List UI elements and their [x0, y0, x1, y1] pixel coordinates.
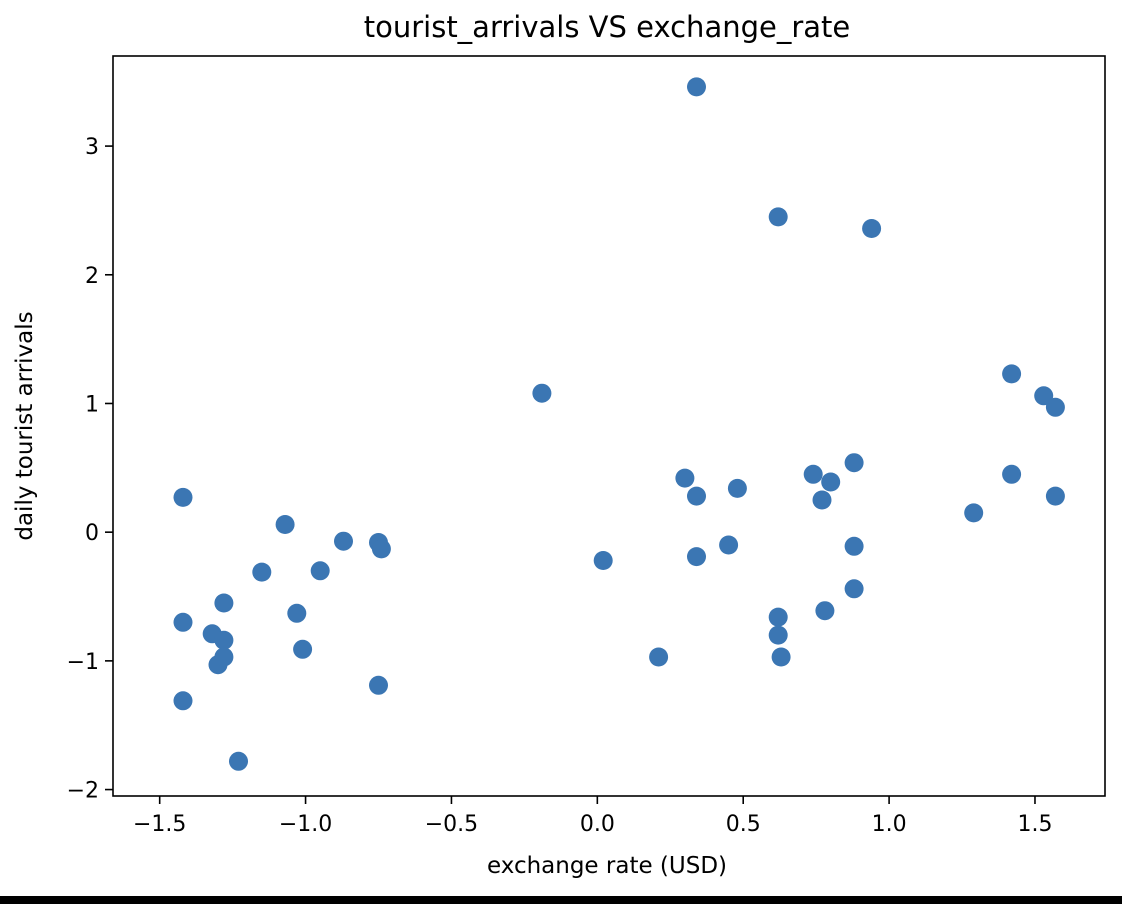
- x-tick-label: −1.5: [133, 812, 186, 837]
- data-point: [214, 593, 234, 613]
- data-point: [369, 675, 388, 695]
- x-tick-label: 0.0: [580, 812, 615, 837]
- y-tick-label: −1: [67, 650, 99, 675]
- data-point: [768, 607, 788, 627]
- data-point: [1045, 397, 1065, 417]
- x-tick-label: 1.5: [1017, 812, 1052, 837]
- data-point: [173, 612, 193, 632]
- y-tick-label: 2: [85, 264, 99, 289]
- y-axis-label: daily tourist arrivals: [12, 311, 38, 540]
- x-axis-label: exchange rate (USD): [487, 853, 727, 879]
- data-point: [844, 453, 864, 473]
- y-tick-label: −2: [67, 779, 99, 804]
- data-point: [768, 207, 788, 227]
- data-point: [214, 630, 234, 650]
- data-point: [687, 547, 706, 567]
- data-point: [173, 691, 193, 711]
- x-axis: −1.5 −1.0 −0.5 0.0 0.5 1.0 1.5: [133, 796, 1052, 837]
- data-point: [334, 531, 353, 551]
- data-point: [964, 503, 984, 523]
- y-tick-label: 3: [85, 135, 99, 160]
- data-point: [687, 486, 706, 506]
- data-point: [1002, 364, 1022, 384]
- x-tick-label: −0.5: [425, 812, 478, 837]
- data-point: [1002, 464, 1022, 484]
- y-tick-label: 0: [85, 521, 99, 546]
- data-point: [719, 535, 739, 555]
- data-point: [229, 751, 248, 771]
- data-points: [173, 77, 1065, 771]
- data-point: [1034, 386, 1054, 406]
- data-point: [649, 647, 669, 667]
- data-point: [532, 383, 552, 403]
- y-tick-label: 1: [85, 392, 99, 417]
- data-point: [1045, 486, 1065, 506]
- data-point: [812, 490, 832, 510]
- data-point: [287, 603, 307, 623]
- data-point: [862, 219, 882, 238]
- chart-title: tourist_arrivals VS exchange_rate: [364, 10, 851, 44]
- data-point: [173, 487, 193, 507]
- data-point: [727, 478, 747, 498]
- data-point: [214, 647, 234, 667]
- data-point: [815, 601, 835, 621]
- data-point: [252, 562, 272, 582]
- data-point: [675, 468, 695, 488]
- data-point: [310, 561, 330, 581]
- bottom-border: [0, 896, 1122, 904]
- data-point: [275, 515, 295, 534]
- x-tick-label: −1.0: [279, 812, 332, 837]
- data-point: [771, 647, 791, 667]
- plot-area-frame: [112, 55, 1106, 797]
- y-axis: −2 −1 0 1 2 3: [67, 135, 113, 804]
- data-point: [844, 579, 864, 599]
- x-tick-label: 1.0: [872, 812, 907, 837]
- data-point: [687, 77, 706, 97]
- x-tick-label: 0.5: [726, 812, 761, 837]
- data-point: [593, 551, 613, 570]
- data-point: [803, 464, 823, 484]
- data-point: [844, 536, 864, 556]
- data-point: [768, 625, 788, 645]
- data-point: [821, 472, 841, 492]
- data-point: [371, 539, 391, 559]
- data-point: [293, 639, 313, 659]
